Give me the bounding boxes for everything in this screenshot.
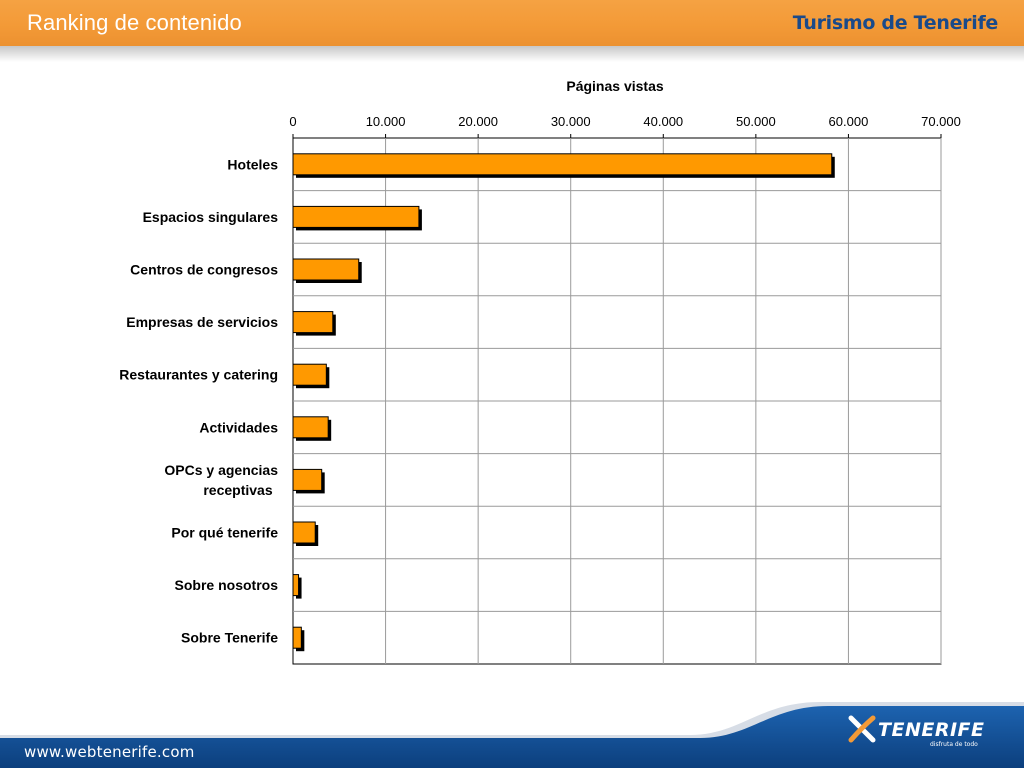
bar xyxy=(292,205,420,228)
footer-wave xyxy=(0,702,1024,768)
category-label: Actividades xyxy=(199,419,278,435)
x-tick-label: 60.000 xyxy=(829,114,869,129)
footer-url: www.webtenerife.com xyxy=(24,743,195,761)
category-label: OPCs y agencias receptivas xyxy=(164,462,278,498)
brand-name: Turismo de Tenerife xyxy=(792,12,999,34)
category-label: Centros de congresos xyxy=(130,262,278,278)
bar xyxy=(292,626,302,649)
category-label: Empresas de servicios xyxy=(126,314,278,330)
bar xyxy=(292,521,316,544)
x-logo-icon xyxy=(848,715,876,743)
bar xyxy=(292,574,300,597)
category-label: Por qué tenerife xyxy=(171,525,278,541)
category-label: Restaurantes y catering xyxy=(119,367,278,383)
bar xyxy=(292,258,360,281)
category-label: Sobre nosotros xyxy=(175,577,279,593)
bar xyxy=(292,153,833,176)
category-label: Hoteles xyxy=(227,156,278,172)
x-tick-label: 30.000 xyxy=(551,114,591,129)
logo-wordmark: TENERIFE xyxy=(878,719,985,741)
x-tick-label: 40.000 xyxy=(643,114,683,129)
page-title: Ranking de contenido xyxy=(27,10,242,35)
x-tick-label: 10.000 xyxy=(366,114,406,129)
header-shadow xyxy=(0,46,1024,62)
x-tick-label: 20.000 xyxy=(458,114,498,129)
category-label: Sobre Tenerife xyxy=(181,630,278,646)
x-tick-label: 70.000 xyxy=(921,114,961,129)
bar xyxy=(292,311,334,334)
bar xyxy=(292,416,329,439)
logo-tagline: disfruta de todo xyxy=(930,741,978,748)
x-tick-label: 50.000 xyxy=(736,114,776,129)
x-tick-label: 0 xyxy=(289,114,296,129)
bar xyxy=(292,468,323,491)
header-bar xyxy=(0,0,1024,46)
category-label: Espacios singulares xyxy=(143,209,279,225)
bar xyxy=(292,363,327,386)
chart-title: Páginas vistas xyxy=(566,78,663,94)
tenerife-logo: TENERIFE disfruta de todo xyxy=(848,714,998,754)
